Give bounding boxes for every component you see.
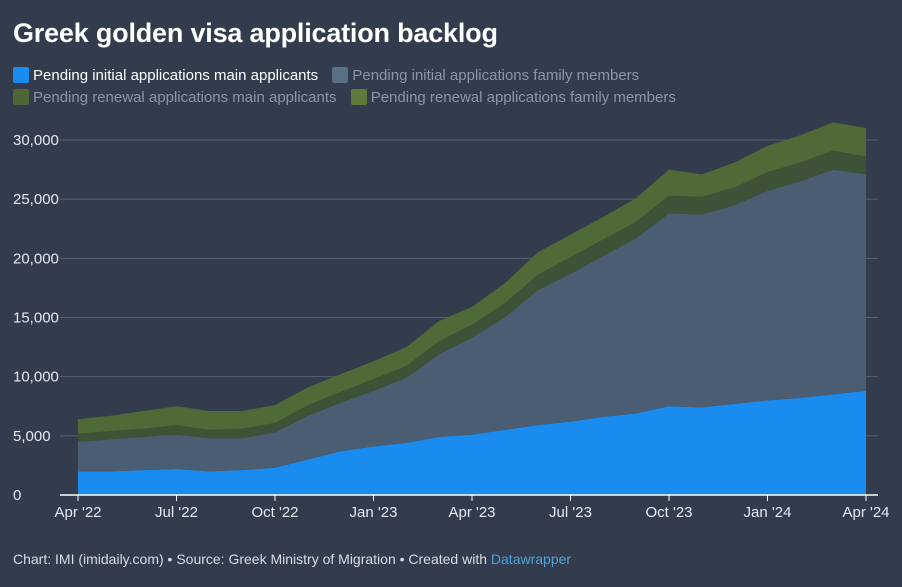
y-tick-label: 15,000 <box>13 310 59 327</box>
y-axis: 0 5,000 10,000 15,000 20,000 25,000 30,000 <box>13 132 59 504</box>
y-tick-label: 25,000 <box>13 191 59 208</box>
legend-item-renewal-main[interactable]: Pending renewal applications main applic… <box>13 89 341 106</box>
legend-item-initial-family[interactable]: Pending initial applications family memb… <box>332 67 639 84</box>
legend-label: Pending initial applications family memb… <box>352 67 640 84</box>
footer-credits: Chart: IMI (imidaily.com) • Source: Gree… <box>13 551 491 567</box>
area-series-1[interactable] <box>78 390 866 495</box>
area-series-4[interactable] <box>78 122 866 434</box>
legend-swatch <box>13 67 29 83</box>
area-series <box>78 122 866 495</box>
legend-label: Pending renewal applications main applic… <box>33 89 337 106</box>
chart-plot: 0 5,000 10,000 15,000 20,000 25,000 30,000 Apr… <box>13 122 890 521</box>
x-tick-label: Jan '23 <box>350 504 398 521</box>
y-tick-label: 10,000 <box>13 369 59 386</box>
x-tick-label: Apr '24 <box>842 504 889 521</box>
legend: Pending initial applications main applic… <box>13 65 893 109</box>
x-tick-label: Apr '22 <box>54 504 101 521</box>
y-tick-label: 0 <box>13 487 21 504</box>
datawrapper-link[interactable]: Datawrapper <box>490 551 572 567</box>
legend-swatch <box>332 67 349 83</box>
legend-swatch <box>350 89 367 105</box>
x-tick-label: Apr '23 <box>448 504 495 521</box>
x-tick-label: Oct '23 <box>645 504 692 521</box>
x-tick-label: Jul '22 <box>155 504 198 521</box>
chart-title: Greek golden visa application backlog <box>13 18 498 48</box>
x-tick-label: Jan '24 <box>744 504 792 521</box>
x-tick-label: Jul '23 <box>549 504 592 521</box>
x-tick-label: Oct '22 <box>251 504 298 521</box>
legend-item-renewal-family[interactable]: Pending renewal applications family memb… <box>350 89 676 106</box>
y-tick-label: 20,000 <box>13 250 59 267</box>
y-tick-label: 30,000 <box>13 132 59 149</box>
area-series-3[interactable] <box>78 150 866 442</box>
legend-label: Pending renewal applications family memb… <box>370 89 676 106</box>
area-series-2[interactable] <box>78 169 866 472</box>
legend-swatch <box>13 89 29 105</box>
chart-footer: Chart: IMI (imidaily.com) • Source: Gree… <box>13 551 571 567</box>
legend-item-initial-main[interactable]: Pending initial applications main applic… <box>13 67 322 84</box>
legend-label: Pending initial applications main applic… <box>33 67 319 84</box>
x-axis: Apr '22 Jul '22 Oct '22 Jan '23 Apr '23 Jul '… <box>54 494 890 521</box>
y-tick-label: 5,000 <box>13 428 51 445</box>
